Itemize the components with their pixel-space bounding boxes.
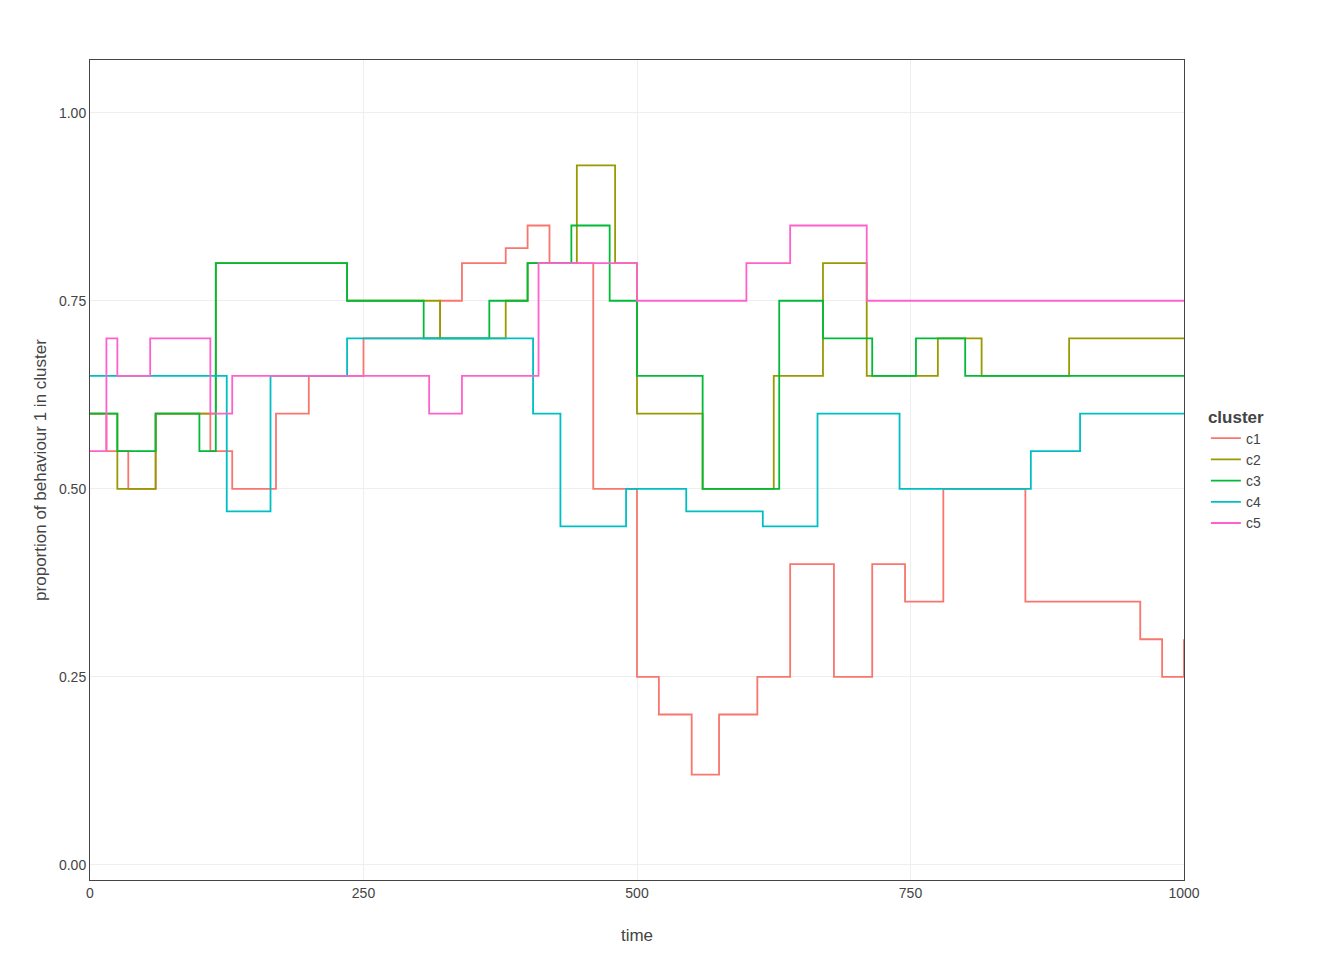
- svg-text:0.75: 0.75: [59, 293, 86, 309]
- svg-text:750: 750: [899, 885, 923, 901]
- svg-text:c1: c1: [1246, 431, 1261, 447]
- svg-text:cluster: cluster: [1208, 408, 1264, 427]
- svg-text:c5: c5: [1246, 515, 1261, 531]
- svg-text:c3: c3: [1246, 473, 1261, 489]
- svg-text:c2: c2: [1246, 452, 1261, 468]
- svg-text:0: 0: [86, 885, 94, 901]
- svg-text:1000: 1000: [1168, 885, 1199, 901]
- svg-text:c4: c4: [1246, 494, 1261, 510]
- svg-text:500: 500: [625, 885, 649, 901]
- svg-text:250: 250: [352, 885, 376, 901]
- svg-text:0.25: 0.25: [59, 669, 86, 685]
- svg-text:proportion of behaviour 1 in c: proportion of behaviour 1 in cluster: [31, 339, 50, 601]
- svg-text:1.00: 1.00: [59, 105, 86, 121]
- svg-text:0.50: 0.50: [59, 481, 86, 497]
- svg-text:time: time: [621, 926, 653, 945]
- svg-text:0.00: 0.00: [59, 857, 86, 873]
